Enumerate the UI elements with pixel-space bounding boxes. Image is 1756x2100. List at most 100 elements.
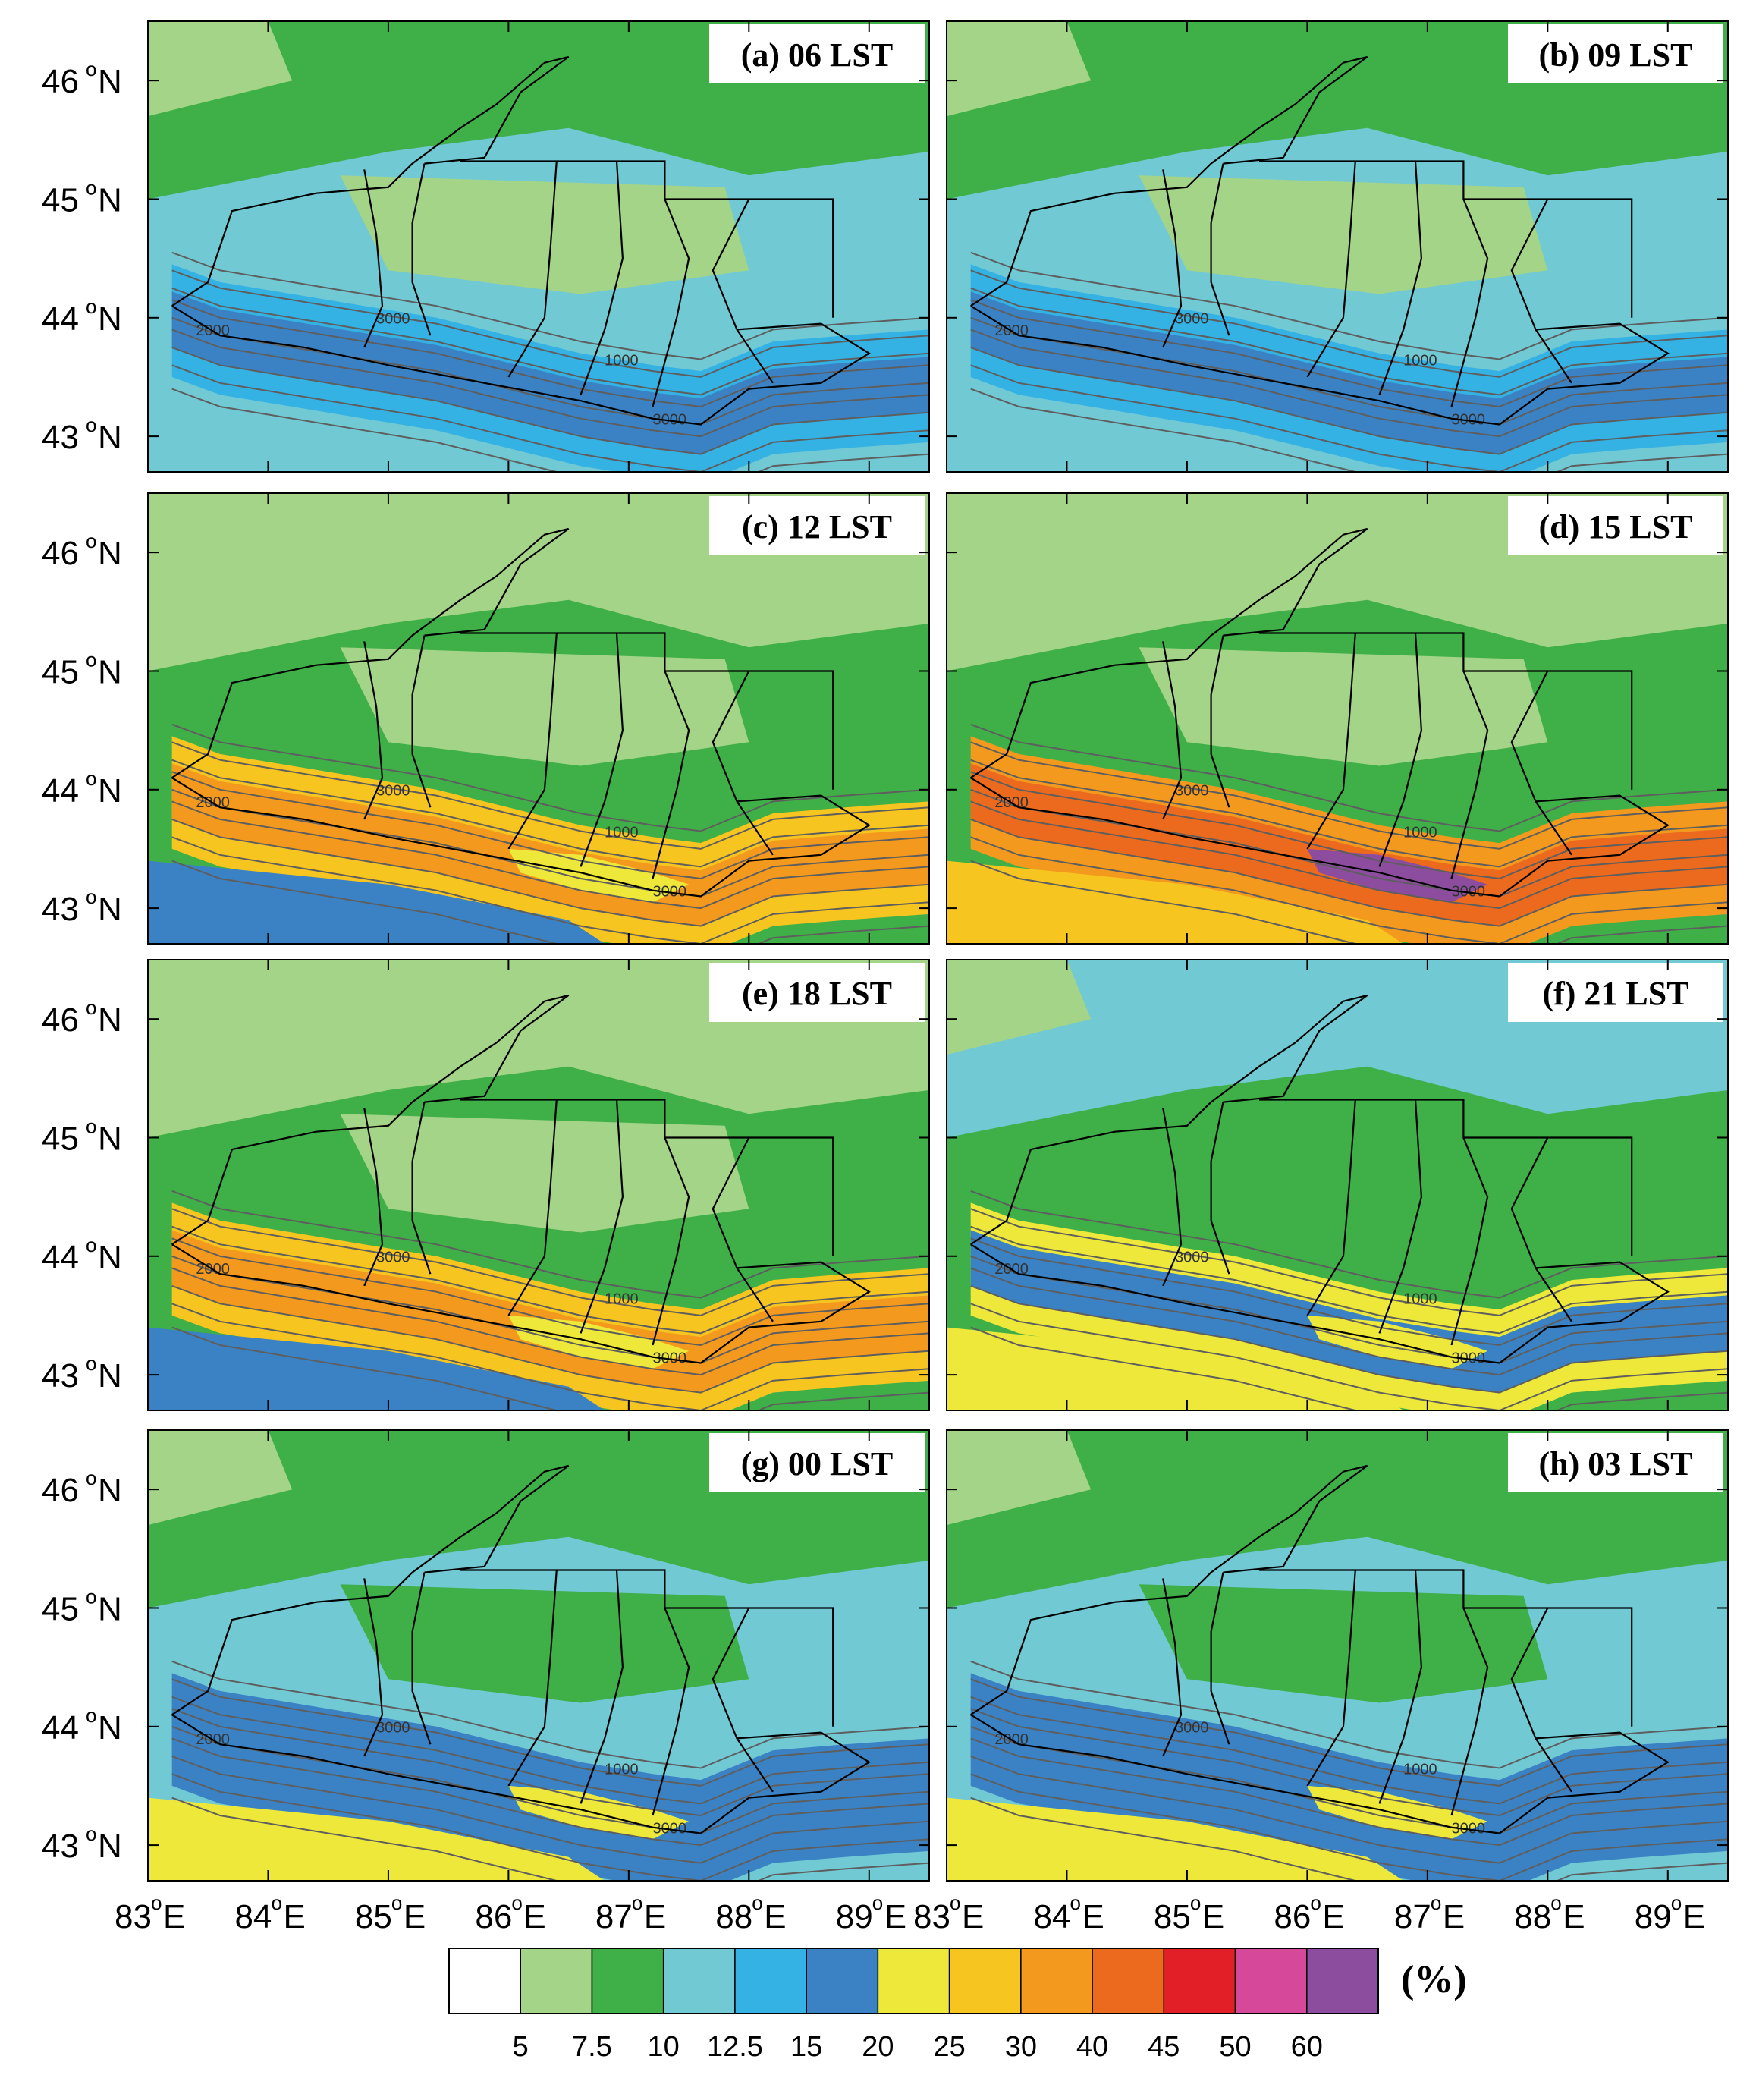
terrain-contour xyxy=(970,1678,1728,1787)
lat-tick-label: 46 o N xyxy=(42,530,122,572)
region-border xyxy=(507,161,558,378)
svg-text:o: o xyxy=(86,1114,96,1137)
region-border xyxy=(411,163,432,336)
region-border xyxy=(411,635,432,808)
svg-text:44: 44 xyxy=(42,300,79,338)
panel-label: (c) 12 LST xyxy=(742,508,892,545)
terrain-contour xyxy=(171,1737,929,1847)
svg-text:84: 84 xyxy=(1033,1898,1070,1935)
region-border xyxy=(171,305,871,426)
terrain-contour xyxy=(171,771,929,880)
terrain-contour xyxy=(171,1797,929,1881)
svg-text:45: 45 xyxy=(42,1590,79,1627)
terrain-contour xyxy=(970,1225,1728,1335)
colorbar-swatch xyxy=(1092,1948,1165,2014)
terrain-contour xyxy=(171,1725,929,1834)
colorbar-swatch xyxy=(1234,1948,1308,2014)
colorbar-swatch xyxy=(806,1948,879,2014)
region-border xyxy=(1510,199,1572,384)
terrain-contour xyxy=(171,1660,929,1769)
svg-text:E: E xyxy=(1082,1898,1104,1935)
terrain-contour xyxy=(970,818,1728,927)
contour-label: 1000 xyxy=(605,352,639,369)
region-border xyxy=(712,1137,774,1322)
panel-label-box xyxy=(709,24,925,83)
svg-text:N: N xyxy=(98,891,122,928)
terrain-contour xyxy=(970,329,1728,438)
lon-tick-label: 85 o E xyxy=(355,1891,426,1935)
terrain-contour xyxy=(171,346,929,455)
svg-text:o: o xyxy=(86,58,96,80)
terrain-contour xyxy=(970,1208,1728,1316)
svg-text:o: o xyxy=(86,996,96,1019)
svg-text:o: o xyxy=(86,413,96,436)
svg-text:E: E xyxy=(404,1898,426,1935)
lon-tick-label: 86 o E xyxy=(1274,1891,1344,1935)
lat-tick-label: 44 o N xyxy=(42,1234,122,1276)
region-border xyxy=(1510,1137,1572,1322)
terrain-contour xyxy=(171,1208,929,1316)
svg-text:E: E xyxy=(1683,1898,1705,1935)
panel-label: (f) 21 LST xyxy=(1542,975,1688,1012)
panel-label: (h) 03 LST xyxy=(1539,1445,1693,1482)
terrain-contour xyxy=(970,388,1728,472)
region-border xyxy=(1306,1099,1356,1316)
lon-tick-label: 83 o E xyxy=(115,1891,185,1935)
panel-frame xyxy=(946,1429,1729,1882)
svg-text:o: o xyxy=(86,530,96,552)
lat-tick-label: 43 o N xyxy=(42,1822,122,1865)
panel-label-box xyxy=(1508,963,1723,1022)
svg-text:o: o xyxy=(86,295,96,318)
colorbar-swatch xyxy=(877,1948,950,2014)
svg-text:E: E xyxy=(764,1898,786,1935)
terrain-contour xyxy=(171,299,929,408)
terrain-contour xyxy=(171,860,929,944)
region-border xyxy=(411,1572,432,1745)
svg-text:N: N xyxy=(98,300,122,338)
terrain-contour xyxy=(970,1303,1728,1410)
svg-text:N: N xyxy=(98,1828,122,1865)
svg-text:43: 43 xyxy=(42,891,79,928)
region-border xyxy=(1306,161,1356,378)
panel-label-box xyxy=(709,496,925,555)
svg-text:N: N xyxy=(98,63,122,100)
terrain-contour xyxy=(171,251,929,360)
colorbar-swatch xyxy=(662,1948,736,2014)
svg-text:E: E xyxy=(1563,1898,1585,1935)
colorbar-swatch xyxy=(1306,1948,1379,2014)
region-border xyxy=(1450,1608,1489,1816)
region-border xyxy=(652,1608,690,1816)
lon-tick-label: 88 o E xyxy=(1514,1891,1585,1935)
terrain-contour xyxy=(171,388,929,472)
svg-text:E: E xyxy=(962,1898,984,1935)
contour-label: 3000 xyxy=(1175,1250,1209,1266)
region-border xyxy=(1378,633,1423,867)
lat-tick-label: 46 o N xyxy=(42,58,122,100)
svg-text:44: 44 xyxy=(42,1709,79,1746)
region-border xyxy=(580,633,624,867)
colorbar-swatch xyxy=(948,1948,1022,2014)
svg-text:E: E xyxy=(884,1898,906,1935)
svg-text:o: o xyxy=(950,1891,960,1914)
terrain-contour xyxy=(970,1237,1728,1347)
svg-text:46: 46 xyxy=(42,1001,79,1039)
terrain-contour xyxy=(171,1696,929,1805)
colorbar-swatch xyxy=(448,1948,521,2014)
svg-text:N: N xyxy=(98,1472,122,1509)
svg-text:o: o xyxy=(86,1822,96,1845)
region-border xyxy=(1210,635,1230,808)
svg-text:o: o xyxy=(86,1585,96,1608)
region-border xyxy=(507,1099,558,1316)
svg-text:83: 83 xyxy=(115,1898,152,1935)
svg-text:o: o xyxy=(151,1891,162,1914)
svg-text:N: N xyxy=(98,1709,122,1746)
region-border xyxy=(171,994,570,1246)
svg-text:84: 84 xyxy=(234,1898,272,1935)
